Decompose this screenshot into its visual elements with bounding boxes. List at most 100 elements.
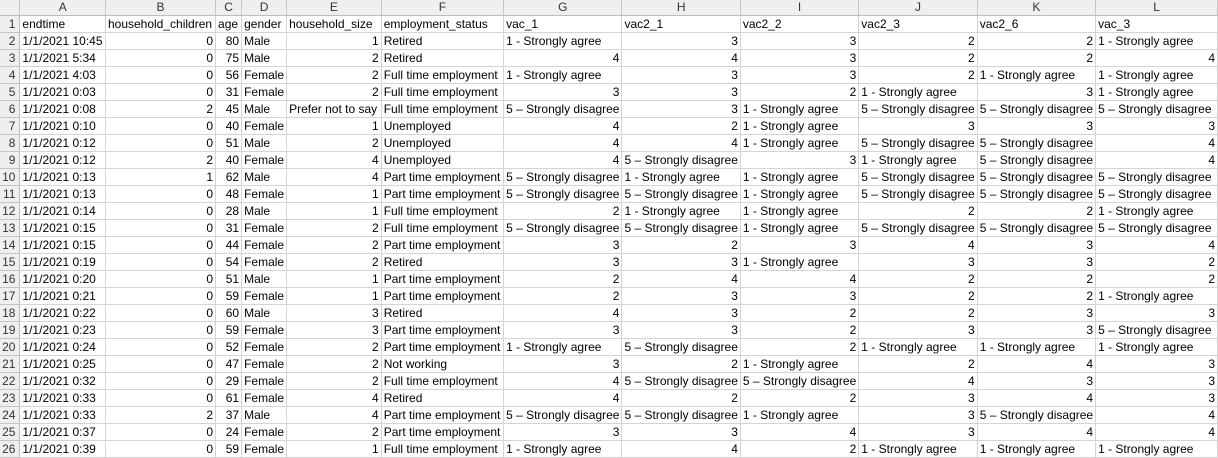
data-cell[interactable]: 1 [286, 117, 382, 135]
data-cell[interactable]: Female [241, 219, 288, 237]
data-cell[interactable]: Part time employment [381, 406, 505, 424]
data-cell[interactable]: 3 [740, 66, 860, 84]
data-cell[interactable]: 2 [105, 406, 217, 424]
data-cell[interactable]: 2 [858, 287, 978, 305]
column-header-k[interactable]: K [977, 0, 1097, 16]
data-cell[interactable]: 59 [215, 321, 243, 339]
data-cell[interactable]: 2 [286, 423, 382, 441]
data-cell[interactable]: 5 – Strongly disagree [740, 372, 860, 390]
data-cell[interactable]: 4 [503, 117, 623, 135]
row-number[interactable]: 19 [0, 321, 21, 339]
data-cell[interactable]: 5 – Strongly disagree [977, 185, 1097, 203]
data-cell[interactable]: Male [241, 304, 288, 322]
data-cell[interactable]: 2 [621, 236, 741, 254]
data-cell[interactable]: 2 [286, 372, 382, 390]
data-cell[interactable]: 1 - Strongly agree [977, 440, 1097, 458]
data-cell[interactable]: 4 [621, 270, 741, 288]
header-cell[interactable]: vac2_2 [740, 15, 860, 33]
data-cell[interactable]: 1 - Strongly agree [1095, 202, 1218, 220]
data-cell[interactable]: Male [241, 202, 288, 220]
data-cell[interactable]: 4 [286, 406, 382, 424]
data-cell[interactable]: 1/1/2021 0:33 [19, 406, 106, 424]
data-cell[interactable]: 1 - Strongly agree [621, 168, 741, 186]
data-cell[interactable]: 3 [286, 304, 382, 322]
data-cell[interactable]: 1 [286, 270, 382, 288]
data-cell[interactable]: 5 – Strongly disagree [1095, 185, 1218, 203]
data-cell[interactable]: 1 - Strongly agree [740, 253, 860, 271]
data-cell[interactable]: 0 [105, 321, 217, 339]
data-cell[interactable]: 2 [105, 100, 217, 118]
data-cell[interactable]: 52 [215, 338, 243, 356]
data-cell[interactable]: 4 [286, 151, 382, 169]
data-cell[interactable]: 1 [286, 287, 382, 305]
data-cell[interactable]: 2 [977, 202, 1097, 220]
data-cell[interactable]: 2 [740, 304, 860, 322]
data-cell[interactable]: 1 [286, 440, 382, 458]
data-cell[interactable]: 0 [105, 270, 217, 288]
data-cell[interactable]: 2 [105, 151, 217, 169]
data-cell[interactable]: 4 [1095, 134, 1218, 152]
data-cell[interactable]: 2 [740, 338, 860, 356]
data-cell[interactable]: 0 [105, 372, 217, 390]
data-cell[interactable]: 4 [503, 372, 623, 390]
data-cell[interactable]: 3 [977, 117, 1097, 135]
data-cell[interactable]: 1 - Strongly agree [740, 202, 860, 220]
data-cell[interactable]: 5 – Strongly disagree [621, 372, 741, 390]
data-cell[interactable]: 0 [105, 185, 217, 203]
row-number[interactable]: 24 [0, 406, 21, 424]
data-cell[interactable]: Male [241, 270, 288, 288]
row-number[interactable]: 9 [0, 151, 21, 169]
data-cell[interactable]: Full time employment [381, 219, 505, 237]
column-header-j[interactable]: J [858, 0, 978, 16]
data-cell[interactable]: 4 [740, 423, 860, 441]
data-cell[interactable]: Female [241, 355, 288, 373]
data-cell[interactable]: 3 [858, 423, 978, 441]
data-cell[interactable]: 3 [977, 321, 1097, 339]
data-cell[interactable]: Unemployed [381, 151, 505, 169]
row-number[interactable]: 3 [0, 49, 21, 67]
data-cell[interactable]: 59 [215, 287, 243, 305]
data-cell[interactable]: 1 - Strongly agree [1095, 440, 1218, 458]
data-cell[interactable]: Female [241, 372, 288, 390]
data-cell[interactable]: 2 [740, 321, 860, 339]
data-cell[interactable]: Female [241, 389, 288, 407]
data-cell[interactable]: 3 [503, 321, 623, 339]
data-cell[interactable]: 0 [105, 440, 217, 458]
data-cell[interactable]: 0 [105, 134, 217, 152]
data-cell[interactable]: 1/1/2021 0:24 [19, 338, 106, 356]
column-header-l[interactable]: L [1095, 0, 1218, 16]
data-cell[interactable]: Female [241, 236, 288, 254]
data-cell[interactable]: 4 [503, 134, 623, 152]
data-cell[interactable]: 0 [105, 423, 217, 441]
data-cell[interactable]: 3 [740, 151, 860, 169]
data-cell[interactable]: 1 - Strongly agree [858, 83, 978, 101]
data-cell[interactable]: 3 [286, 321, 382, 339]
data-cell[interactable]: Full time employment [381, 440, 505, 458]
data-cell[interactable]: 56 [215, 66, 243, 84]
data-cell[interactable]: 62 [215, 168, 243, 186]
data-cell[interactable]: 0 [105, 49, 217, 67]
data-cell[interactable]: 1 [286, 202, 382, 220]
data-cell[interactable]: 3 [858, 406, 978, 424]
data-cell[interactable]: 3 [977, 304, 1097, 322]
data-cell[interactable]: Retired [381, 253, 505, 271]
data-cell[interactable]: 3 [621, 321, 741, 339]
data-cell[interactable]: 5 – Strongly disagree [977, 168, 1097, 186]
data-cell[interactable]: 5 – Strongly disagree [621, 338, 741, 356]
data-cell[interactable]: 1 - Strongly agree [740, 117, 860, 135]
data-cell[interactable]: 1/1/2021 0:33 [19, 389, 106, 407]
data-cell[interactable]: Unemployed [381, 117, 505, 135]
row-number[interactable]: 1 [0, 15, 21, 33]
data-cell[interactable]: 1 - Strongly agree [740, 219, 860, 237]
data-cell[interactable]: 3 [621, 287, 741, 305]
data-cell[interactable]: 1 [286, 32, 382, 50]
data-cell[interactable]: 1 - Strongly agree [740, 406, 860, 424]
data-cell[interactable]: Full time employment [381, 202, 505, 220]
data-cell[interactable]: 1/1/2021 10:45 [19, 32, 106, 50]
data-cell[interactable]: 3 [621, 253, 741, 271]
data-cell[interactable]: 3 [1095, 389, 1218, 407]
data-cell[interactable]: 1 - Strongly agree [1095, 338, 1218, 356]
data-cell[interactable]: 1/1/2021 0:20 [19, 270, 106, 288]
data-cell[interactable]: Female [241, 423, 288, 441]
data-cell[interactable]: Male [241, 32, 288, 50]
